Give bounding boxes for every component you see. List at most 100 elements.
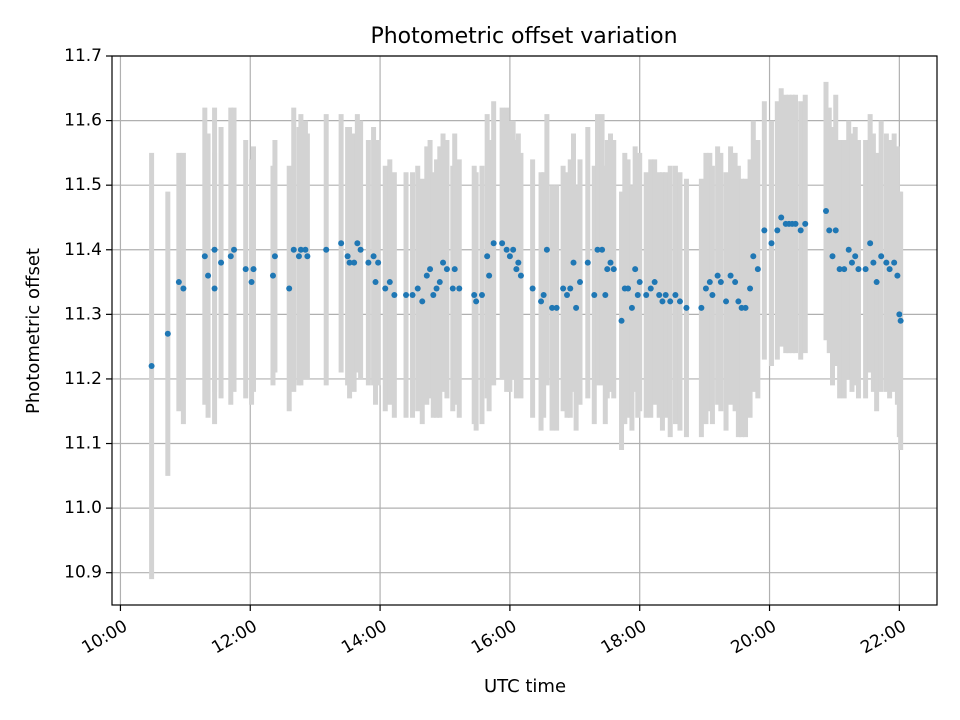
data-point [540, 291, 547, 298]
data-point [304, 253, 311, 260]
data-point [848, 259, 855, 266]
data-point [515, 259, 522, 266]
data-point [419, 298, 426, 305]
data-point [471, 291, 478, 298]
data-point [747, 285, 754, 292]
data-point [503, 246, 510, 253]
data-point [205, 272, 212, 279]
y-tick-label: 11.5 [64, 175, 102, 195]
y-tick-label: 11.3 [64, 304, 102, 324]
data-point [290, 246, 297, 253]
data-point [473, 298, 480, 305]
data-point [735, 298, 742, 305]
data-point [802, 220, 809, 227]
data-point [211, 285, 218, 292]
data-point [870, 259, 877, 266]
data-point [894, 272, 901, 279]
data-point [560, 285, 567, 292]
data-point [357, 246, 364, 253]
data-point [625, 285, 632, 292]
data-point [549, 304, 556, 311]
data-point [269, 272, 276, 279]
data-point [667, 298, 674, 305]
data-point [599, 246, 606, 253]
data-point [227, 253, 234, 260]
data-point [427, 266, 434, 273]
data-point [423, 272, 430, 279]
data-point [354, 240, 361, 247]
data-point [618, 317, 625, 324]
data-point [750, 253, 757, 260]
x-axis-label: UTC time [484, 676, 566, 697]
plot-frame [111, 55, 938, 606]
y-tick-label: 11.7 [64, 46, 102, 66]
data-point [414, 285, 421, 292]
data-point [823, 208, 830, 215]
data-point [218, 259, 225, 266]
data-point [886, 266, 893, 273]
data-point [676, 298, 683, 305]
y-tick-label: 11.0 [64, 498, 102, 518]
data-point [338, 240, 345, 247]
data-point [797, 227, 804, 234]
data-point [636, 279, 643, 286]
data-point [792, 220, 799, 227]
data-point [436, 279, 443, 286]
data-point [451, 266, 458, 273]
data-point [602, 291, 609, 298]
y-axis-label: Photometric offset [23, 248, 44, 414]
data-point [778, 214, 785, 221]
data-point [570, 259, 577, 266]
data-point [382, 285, 389, 292]
data-point [211, 246, 218, 253]
data-point [271, 253, 278, 260]
data-point [529, 285, 536, 292]
data-point [391, 291, 398, 298]
data-point [867, 240, 874, 247]
data-point [148, 363, 155, 370]
data-point [832, 227, 839, 234]
data-point [672, 291, 679, 298]
data-point [852, 253, 859, 260]
data-point [180, 285, 187, 292]
data-point [576, 279, 583, 286]
data-point [634, 291, 641, 298]
data-point [403, 291, 410, 298]
data-point [370, 253, 377, 260]
data-point [896, 311, 903, 318]
data-point [628, 304, 635, 311]
data-point [709, 291, 716, 298]
data-point [506, 253, 513, 260]
data-point [250, 266, 257, 273]
data-point [841, 266, 848, 273]
data-point [573, 304, 580, 311]
data-point [714, 272, 721, 279]
data-point [855, 266, 862, 273]
data-point [883, 259, 890, 266]
data-point [706, 279, 713, 286]
data-point [610, 266, 617, 273]
data-point [433, 285, 440, 292]
data-point [344, 253, 351, 260]
data-point [826, 227, 833, 234]
data-point [486, 272, 493, 279]
data-point [656, 291, 663, 298]
data-point [862, 266, 869, 273]
data-point [584, 259, 591, 266]
y-axis-ticks: 10.9 11.0 11.1 11.2 11.3 11.4 11.5 11.6 11.7 [64, 46, 112, 583]
data-point [659, 298, 666, 305]
data-point [490, 240, 497, 247]
data-point [768, 240, 775, 247]
data-points [148, 208, 904, 370]
y-tick-label: 10.9 [64, 563, 102, 583]
data-point [742, 304, 749, 311]
data-point [754, 266, 761, 273]
data-point [553, 304, 560, 311]
data-point [295, 253, 302, 260]
data-point [873, 279, 880, 286]
data-point [651, 279, 658, 286]
data-point [761, 227, 768, 234]
data-point [727, 272, 734, 279]
data-point [591, 291, 598, 298]
